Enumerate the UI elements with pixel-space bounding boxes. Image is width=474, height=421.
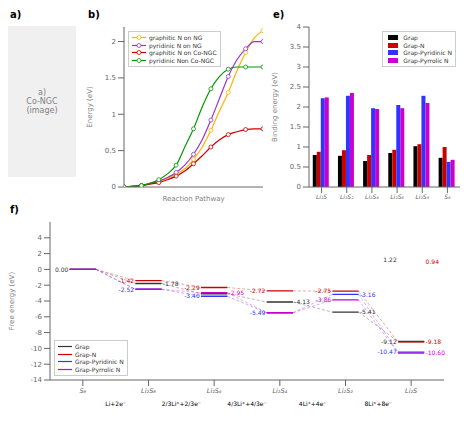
svg-text:S₈: S₈ <box>79 387 86 395</box>
html-text:graphitic N on Co-NGC: graphitic N on Co-NGC <box>149 49 217 56</box>
svg-text:-5.41: -5.41 <box>360 308 376 315</box>
svg-text:4Li⁺+4e⁻: 4Li⁺+4e⁻ <box>299 400 327 407</box>
svg-text:Li₂S₆: Li₂S₆ <box>390 193 404 200</box>
svg-text:-2.29: -2.29 <box>184 284 200 291</box>
svg-text:-3.40: -3.40 <box>184 292 200 299</box>
svg-text:-10.60: -10.60 <box>426 349 446 356</box>
svg-text:0: 0 <box>297 183 301 191</box>
svg-text:Li₂S: Li₂S <box>316 193 327 200</box>
svg-text:Li₂S₂: Li₂S₂ <box>340 193 354 200</box>
svg-text:-3.86: -3.86 <box>316 296 332 303</box>
svg-text:-2: -2 <box>35 282 42 290</box>
svg-text:3: 3 <box>297 63 301 71</box>
svg-text:-3.16: -3.16 <box>360 291 376 298</box>
html-text:a): a) <box>10 9 22 20</box>
svg-text:2: 2 <box>297 103 301 111</box>
svg-text:-1.42: -1.42 <box>119 277 135 284</box>
svg-text:-2.95: -2.95 <box>229 289 245 296</box>
html-text:Grap-N: Grap-N <box>75 350 97 358</box>
svg-text:Li₂S₈: Li₂S₈ <box>415 193 429 200</box>
svg-text:-10.47: -10.47 <box>377 348 397 355</box>
html-text:e): e) <box>273 9 285 20</box>
svg-text:Energy (eV): Energy (eV) <box>86 86 94 128</box>
svg-text:-2.52: -2.52 <box>119 286 135 293</box>
svg-text:-12: -12 <box>31 361 42 369</box>
svg-text:-8: -8 <box>35 329 42 337</box>
svg-text:Li+2e⁻: Li+2e⁻ <box>105 400 126 407</box>
html-text:f): f) <box>10 204 19 215</box>
html-text:Grap-Pyridinic N: Grap-Pyridinic N <box>403 49 452 56</box>
svg-text:0.5: 0.5 <box>105 147 116 155</box>
svg-text:8Li⁺+8e⁻: 8Li⁺+8e⁻ <box>364 400 392 407</box>
svg-text:Binding energy (eV): Binding energy (eV) <box>271 72 279 142</box>
html-text:Grap-N: Grap-N <box>403 41 425 49</box>
svg-text:0.00: 0.00 <box>55 266 69 273</box>
svg-text:Li₂S: Li₂S <box>405 387 417 395</box>
svg-text:2/3Li⁺+2/3e⁻: 2/3Li⁺+2/3e⁻ <box>162 400 201 407</box>
html-text:a): a) <box>38 88 46 97</box>
svg-text:-9.18: -9.18 <box>426 338 442 345</box>
svg-text:2: 2 <box>38 250 42 258</box>
html-text:pyridinic N on NG: pyridinic N on NG <box>149 41 202 49</box>
svg-text:Li₂S₆: Li₂S₆ <box>207 387 222 395</box>
svg-text:Free energy (eV): Free energy (eV) <box>8 272 16 331</box>
svg-text:Li₂S₂: Li₂S₂ <box>338 387 353 395</box>
svg-text:-4: -4 <box>35 297 43 305</box>
html-text:Grap: Grap <box>403 34 418 41</box>
svg-text:2.5: 2.5 <box>290 83 301 91</box>
svg-text:0: 0 <box>38 266 42 274</box>
svg-text:2: 2 <box>112 38 116 46</box>
svg-text:0: 0 <box>112 183 116 191</box>
svg-text:-6: -6 <box>35 313 43 321</box>
html-text:Grap: Grap <box>75 343 90 350</box>
svg-text:4: 4 <box>297 23 302 31</box>
svg-text:4: 4 <box>38 234 43 242</box>
svg-text:1: 1 <box>112 111 116 119</box>
svg-text:-5.49: -5.49 <box>250 309 266 316</box>
svg-text:Li₂S₄: Li₂S₄ <box>365 193 379 200</box>
svg-text:1: 1 <box>297 143 301 151</box>
html-text:Co-NGC: Co-NGC <box>26 97 58 106</box>
svg-text:-10: -10 <box>31 345 42 353</box>
svg-text:Li₂S₈: Li₂S₈ <box>141 387 156 395</box>
svg-text:-9.12: -9.12 <box>381 338 397 345</box>
svg-text:1.5: 1.5 <box>105 74 116 82</box>
html-text:Grap-Pyrrolic N: Grap-Pyrrolic N <box>75 365 121 373</box>
html-text:Grap-Pyridinic N: Grap-Pyridinic N <box>75 358 124 365</box>
svg-text:-2.72: -2.72 <box>250 287 266 294</box>
svg-text:S₈: S₈ <box>444 193 451 200</box>
html-text:pyridinic Non Co-NGC: pyridinic Non Co-NGC <box>149 56 214 64</box>
svg-text:-2.75: -2.75 <box>316 287 332 294</box>
html-text:(image): (image) <box>26 106 58 115</box>
html-text:Grap-Pyrrolic N: Grap-Pyrrolic N <box>403 56 449 64</box>
svg-text:1.22: 1.22 <box>383 256 397 263</box>
svg-text:-4.13: -4.13 <box>294 298 310 305</box>
html-text:graphitic N on NG: graphitic N on NG <box>149 34 203 41</box>
svg-text:Reaction Pathway: Reaction Pathway <box>162 195 224 203</box>
svg-text:4/3Li⁺+4/3e⁻: 4/3Li⁺+4/3e⁻ <box>227 400 266 407</box>
svg-text:-1.78: -1.78 <box>163 280 179 287</box>
html-text:b): b) <box>88 9 100 20</box>
svg-text:1.5: 1.5 <box>290 123 301 131</box>
svg-text:3.5: 3.5 <box>290 43 301 51</box>
svg-text:Li₂S₄: Li₂S₄ <box>272 387 287 395</box>
svg-text:0.94: 0.94 <box>426 258 440 265</box>
svg-text:0.5: 0.5 <box>290 163 301 171</box>
svg-text:-14: -14 <box>31 376 43 384</box>
